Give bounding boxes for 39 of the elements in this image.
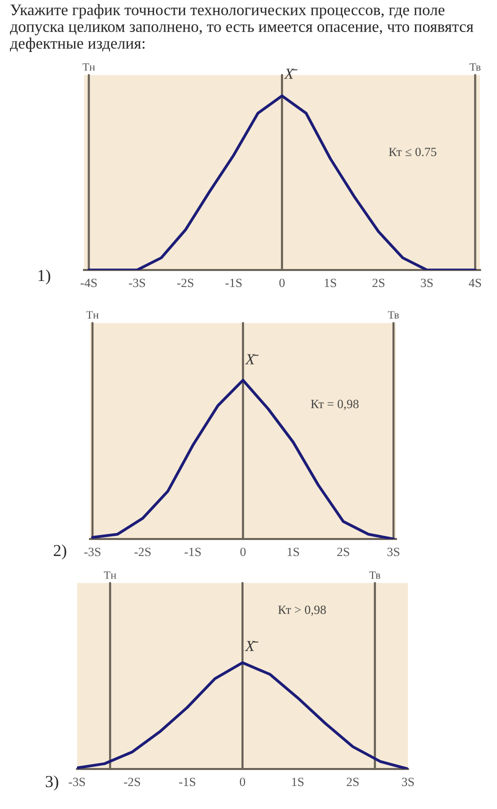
ref-line-label: Тв bbox=[388, 311, 399, 318]
x-tick-label: 4S bbox=[468, 278, 481, 288]
text: 1) bbox=[38, 269, 50, 285]
ref-line-label: Тн bbox=[86, 311, 99, 318]
x-tick-label: -3S bbox=[84, 548, 100, 556]
x-tick-label: 1S bbox=[288, 548, 299, 556]
x-tick-label: -2S bbox=[177, 278, 194, 288]
x-tick-label: 0 bbox=[240, 548, 246, 556]
x-tick-label: 0 bbox=[240, 778, 246, 786]
x-tick-label: -3S bbox=[68, 778, 85, 786]
ref-line-label: X̄ bbox=[245, 354, 259, 364]
ref-line-label: Тв bbox=[470, 63, 481, 71]
x-tick-label: -4S bbox=[80, 278, 97, 288]
chart-title: Укажите график точности технологических процессов, где поле допуска целиком заполнено, то есть имеется опасение, что появятся дефектные изделия: bbox=[10, 4, 474, 52]
ref-line-label: Тн bbox=[104, 572, 116, 579]
x-tick-label: 1S bbox=[324, 278, 336, 288]
ref-line-label: Тн bbox=[82, 63, 95, 71]
x-tick-label: 2S bbox=[372, 278, 384, 288]
annotation: Кт ≤ 0.75 bbox=[388, 148, 436, 156]
x-tick-label: 2S bbox=[337, 548, 350, 556]
x-tick-label: 3S bbox=[402, 778, 414, 786]
x-tick-label: 2S bbox=[346, 778, 359, 786]
ref-line-label: X̄ bbox=[244, 640, 258, 651]
x-tick-label: 3S bbox=[420, 278, 433, 288]
annotation: Кт = 0,98 bbox=[310, 400, 359, 410]
x-tick-label: 3S bbox=[387, 548, 400, 556]
x-tick-label: -1S bbox=[225, 278, 242, 288]
x-tick-label: 1S bbox=[292, 778, 304, 786]
x-tick-label: -1S bbox=[179, 778, 196, 786]
x-tick-label: -3S bbox=[128, 278, 146, 288]
text: 3) bbox=[46, 775, 58, 791]
text: 2) bbox=[54, 544, 66, 560]
text: Кт > 0,98 bbox=[278, 606, 326, 616]
ref-line-label: X̄ bbox=[284, 68, 298, 79]
x-tick-label: -1S bbox=[184, 548, 201, 556]
ref-line-label: Тв bbox=[369, 572, 380, 579]
x-tick-label: -2S bbox=[134, 548, 151, 556]
x-tick-label: -2S bbox=[124, 778, 140, 786]
x-tick-label: 0 bbox=[279, 278, 285, 288]
